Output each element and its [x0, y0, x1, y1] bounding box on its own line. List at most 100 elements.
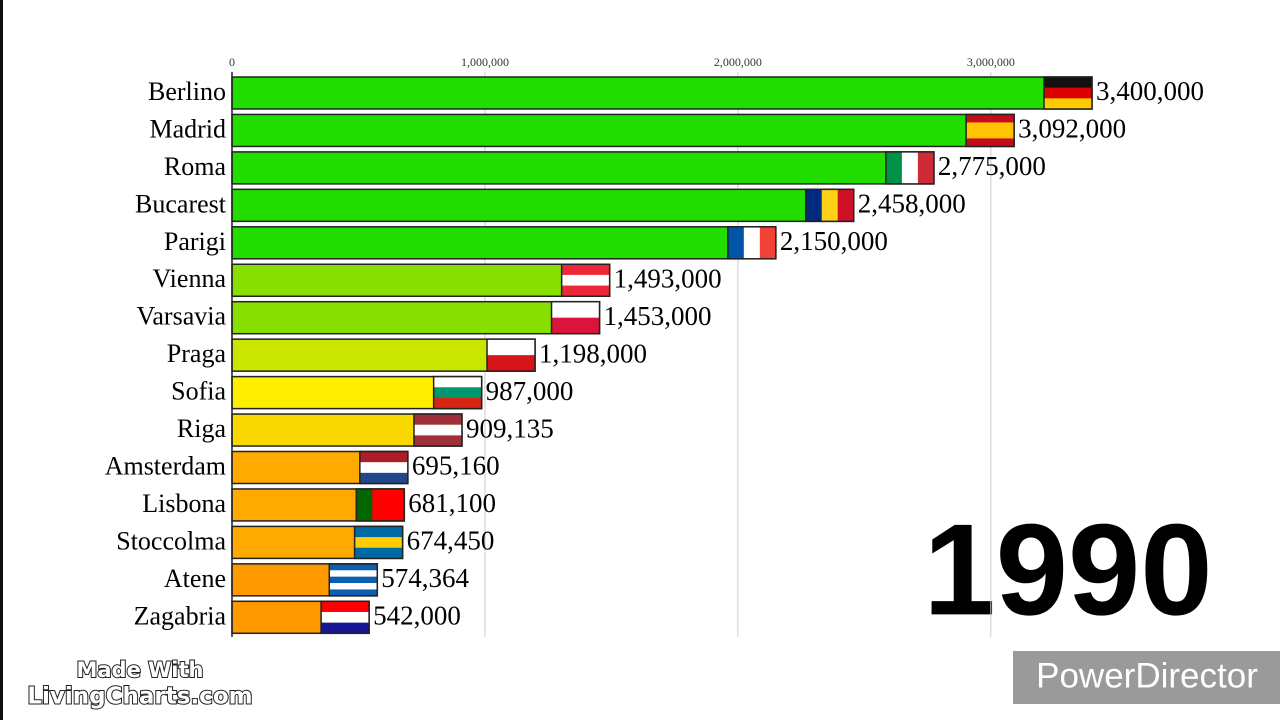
flag-stripe [354, 537, 403, 549]
flag-stripe [433, 387, 482, 399]
flag-stripe [837, 189, 855, 222]
editor-watermark: PowerDirector [1036, 656, 1258, 695]
flag-border [413, 413, 463, 447]
flag-stripe [966, 130, 1015, 139]
flag [486, 338, 536, 372]
watermark-text: Made With [76, 658, 203, 682]
flag [432, 375, 483, 410]
bar [231, 151, 935, 185]
category-label: Atene [164, 564, 226, 593]
flag-border [432, 375, 483, 410]
flag-border [885, 151, 935, 185]
value-label: 987,000 [486, 376, 574, 406]
flag-stripe [321, 601, 370, 613]
category-label: Vienna [152, 264, 226, 293]
flag-stripe [821, 189, 839, 222]
flag-stripe [885, 151, 903, 184]
category-label: Sofia [171, 377, 226, 406]
flag-stripe [354, 526, 403, 538]
flag [885, 151, 935, 185]
flag-stripe [388, 488, 405, 521]
category-label: Amsterdam [105, 451, 226, 480]
flag-stripe [329, 563, 378, 571]
value-label: 2,458,000 [858, 189, 966, 219]
category-label: Riga [177, 414, 227, 443]
flag [804, 188, 855, 223]
flag [413, 413, 463, 447]
value-label: 2,150,000 [780, 226, 888, 256]
flag-stripe [917, 151, 935, 184]
flag [353, 525, 404, 560]
x-tick-label: 0 [229, 55, 235, 69]
flag-border [560, 263, 611, 297]
flag-stripe [359, 451, 408, 463]
value-label: 542,000 [373, 601, 461, 631]
value-label: 909,135 [466, 413, 554, 443]
category-label: Parigi [164, 227, 226, 256]
flag-border [486, 338, 536, 372]
bar [231, 263, 611, 297]
value-label: 574,364 [381, 563, 469, 593]
flag-stripe [321, 622, 370, 634]
flag-stripe [413, 424, 462, 436]
category-label: Bucarest [135, 189, 227, 218]
flag-stripe [329, 570, 378, 577]
flag [355, 488, 406, 522]
flag [359, 450, 409, 485]
value-label: 2,775,000 [938, 151, 1046, 181]
category-label: Varsavia [136, 302, 226, 331]
flag-stripe [561, 264, 610, 276]
flag-stripe [561, 274, 610, 286]
flag-stripe [1044, 98, 1092, 110]
flag-stripe [966, 122, 1015, 131]
flag-stripe [356, 488, 373, 521]
living-charts-watermark: Made With LivingCharts.com [26, 657, 253, 711]
flag-stripe [551, 301, 600, 318]
flag-border [550, 300, 601, 335]
bar [231, 188, 855, 223]
flag-stripe [413, 435, 462, 447]
flag-border [320, 600, 370, 635]
x-tick-label: 2,000,000 [714, 55, 762, 69]
category-label: Madrid [149, 114, 226, 143]
year-label: 1990 [923, 496, 1212, 642]
category-label: Zagabria [134, 601, 227, 630]
flag-stripe [487, 339, 536, 356]
flag-stripe [1044, 77, 1092, 88]
flag-stripe [321, 611, 370, 623]
flag-stripe [433, 397, 482, 409]
value-label: 674,450 [407, 526, 495, 556]
flag-border [359, 450, 409, 485]
flag-stripe [354, 547, 403, 559]
flag-stripe [805, 189, 823, 222]
flag-stripe [372, 488, 389, 521]
flag-stripe [329, 583, 378, 590]
flag-stripe [433, 376, 482, 388]
flag-stripe [551, 317, 600, 334]
value-label: 1,493,000 [614, 263, 722, 293]
flag-border [1043, 76, 1093, 110]
flag-border [353, 525, 404, 560]
x-tick-label: 3,000,000 [967, 55, 1015, 69]
flag-stripe [901, 151, 919, 184]
flag [1043, 76, 1093, 110]
flag-stripe [759, 226, 777, 259]
x-tick-label: 1,000,000 [461, 55, 509, 69]
flag-border [727, 226, 777, 260]
category-label: Stoccolma [116, 526, 226, 555]
flag-stripe [329, 576, 378, 584]
bar [231, 76, 1093, 110]
flag-stripe [966, 138, 1015, 147]
flag [328, 563, 379, 597]
flag-stripe [359, 472, 408, 484]
value-label: 1,198,000 [539, 338, 647, 368]
flag [550, 300, 601, 335]
flag-stripe [561, 285, 610, 297]
flag-stripe [966, 114, 1015, 123]
value-label: 681,100 [408, 488, 496, 518]
flag-stripe [359, 462, 408, 474]
value-label: 3,092,000 [1018, 114, 1126, 144]
flag [320, 600, 370, 635]
value-label: 695,160 [412, 451, 500, 481]
